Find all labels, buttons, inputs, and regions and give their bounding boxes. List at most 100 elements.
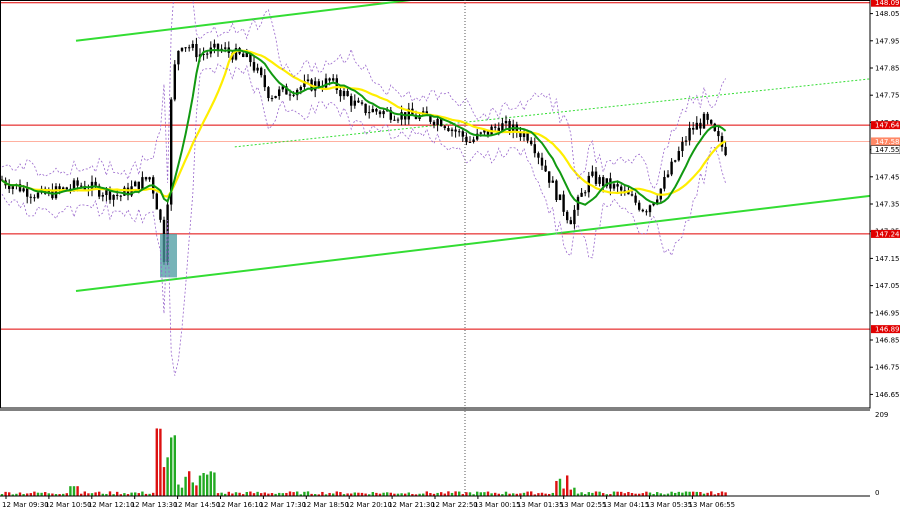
candle-body — [180, 47, 184, 51]
candle-body — [245, 52, 248, 57]
price-tick-label: 147.15 — [875, 255, 900, 263]
candle-body — [666, 174, 670, 177]
candle-body — [677, 151, 680, 161]
volume-bar — [256, 491, 259, 496]
candle-body — [72, 180, 76, 189]
candle-body — [202, 53, 205, 55]
volume-bar — [638, 493, 641, 496]
volume-bar — [198, 475, 202, 496]
candle-body — [656, 199, 659, 203]
candle-body — [123, 187, 126, 196]
volume-bar — [656, 492, 659, 496]
candle-body — [234, 48, 238, 60]
bollinger-lower — [1, 63, 726, 376]
volume-bar — [310, 493, 313, 496]
price-panel — [0, 0, 871, 376]
candle-body — [126, 187, 130, 196]
candle-body — [224, 47, 227, 49]
volume-bar — [234, 492, 238, 496]
volume-bar — [526, 491, 529, 496]
candle-body — [724, 146, 727, 156]
price-tick-label: 147.85 — [875, 65, 900, 73]
candle-body — [281, 86, 284, 90]
volume-bar — [180, 487, 184, 496]
candle-body — [332, 78, 335, 81]
candle-body — [242, 53, 245, 57]
volume-bar — [407, 492, 410, 496]
volume-bar — [108, 491, 112, 496]
volume-bar — [195, 485, 198, 496]
volume-bar — [8, 492, 11, 496]
candle-body — [670, 161, 673, 175]
level-price-label: 146.89 — [875, 326, 900, 334]
volume-bar — [681, 492, 684, 496]
candle-body — [155, 193, 158, 210]
volume-bar — [483, 492, 486, 496]
candle-body — [684, 140, 688, 142]
candle-body — [699, 122, 702, 129]
volume-bar — [670, 491, 673, 496]
volume-bar — [170, 437, 173, 496]
volume-bar — [36, 492, 40, 496]
candle-body — [497, 127, 500, 133]
volume-bar — [152, 492, 155, 496]
candle-body — [134, 181, 137, 187]
volume-bar — [65, 493, 68, 496]
time-tick-label: 12 Mar 14:50 — [174, 501, 221, 509]
volume-bar — [159, 428, 162, 496]
volume-bar — [360, 492, 364, 496]
volume-bar — [123, 493, 126, 496]
price-tick-label: 146.95 — [875, 309, 900, 317]
volume-bar — [465, 492, 468, 496]
volume-bar — [238, 492, 241, 496]
candle-body — [76, 180, 79, 186]
price-tick-label: 147.05 — [875, 282, 900, 290]
volume-bar — [184, 476, 187, 496]
volume-bar — [368, 494, 371, 496]
candle-body — [648, 205, 652, 213]
candle-body — [544, 165, 547, 172]
price-tick-label: 147.75 — [875, 92, 900, 100]
volume-bar — [659, 493, 662, 496]
volume-bar — [692, 491, 695, 496]
volume-bar — [663, 494, 666, 496]
volume-bar — [371, 492, 374, 496]
candle-body — [303, 80, 306, 88]
volume-panel — [0, 428, 727, 496]
time-tick-label: 12 Mar 13:30 — [131, 501, 178, 509]
dotted-channel-line — [234, 78, 871, 148]
volume-bar — [227, 491, 230, 496]
candle-body — [476, 133, 479, 140]
volume-bar — [40, 492, 43, 496]
volume-bar — [623, 493, 626, 496]
volume-bar — [332, 493, 335, 496]
candle-body — [447, 128, 450, 132]
candle-body — [368, 112, 371, 114]
volume-bar — [620, 491, 623, 496]
volume-bar — [296, 491, 299, 496]
volume-bar — [609, 494, 612, 496]
candle-body — [299, 87, 302, 90]
volume-bar — [44, 492, 47, 496]
volume-bar — [702, 493, 706, 496]
candle-body — [292, 94, 295, 96]
candle-body — [443, 126, 446, 129]
candle-body — [119, 195, 122, 197]
candle-body — [378, 111, 382, 115]
volume-bar — [558, 478, 562, 496]
candle-body — [105, 188, 108, 196]
level-price-label: 148.09 — [875, 0, 900, 7]
volume-bar — [76, 486, 79, 496]
candle-body — [62, 187, 65, 190]
volume-bar — [202, 473, 205, 496]
volume-bar — [724, 492, 727, 496]
volume-bar — [566, 475, 569, 496]
volume-bar — [400, 493, 403, 496]
volume-bar — [699, 492, 702, 496]
volume-bar — [130, 492, 133, 496]
volume-bar — [598, 491, 601, 496]
candle-body — [317, 81, 320, 87]
candle-body — [141, 177, 144, 190]
level-price-tag — [871, 229, 900, 238]
